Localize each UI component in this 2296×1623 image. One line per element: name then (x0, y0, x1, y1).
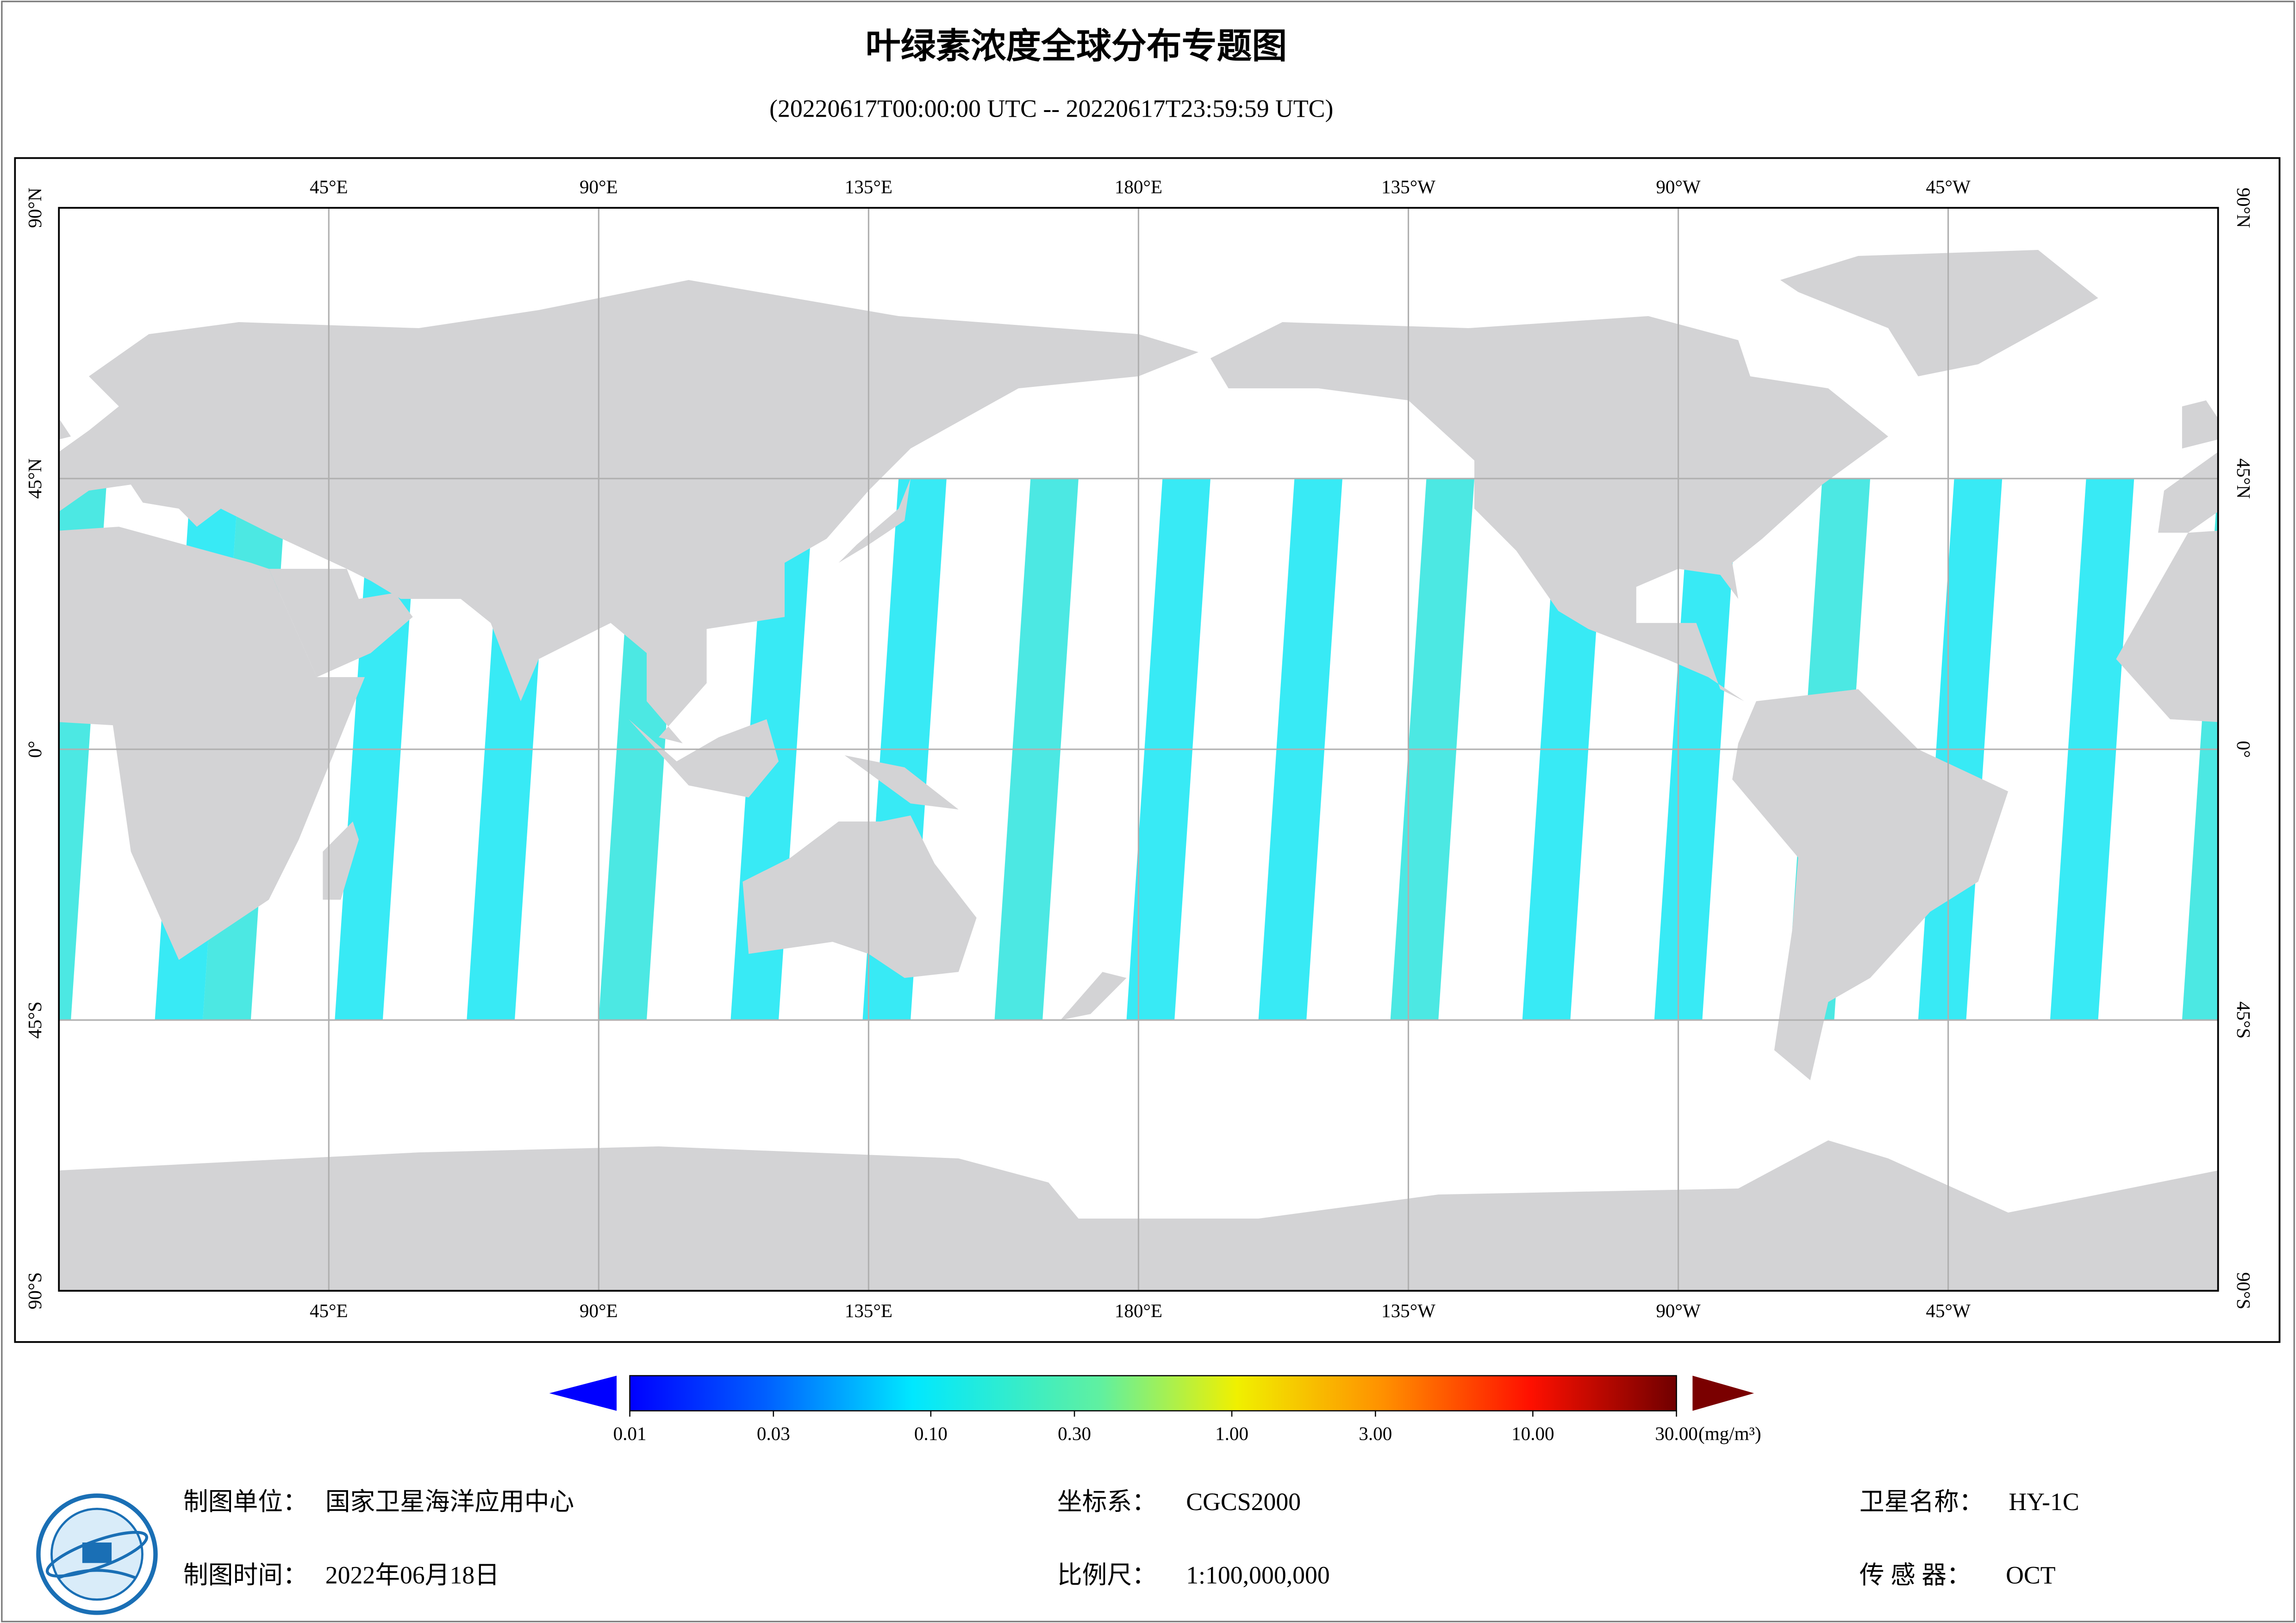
lat-label-right: 0° (2233, 741, 2254, 758)
land-mass (1061, 972, 1127, 1020)
colorbar-unit: (mg/m³) (1698, 1423, 1761, 1445)
map-neatline (14, 157, 2281, 1343)
map-subtitle: (20220617T00:00:00 UTC -- 20220617T23:59… (769, 95, 1333, 123)
org-label: 制图单位： (183, 1488, 308, 1516)
logo (36, 1493, 158, 1615)
lon-label-top: 180°E (1115, 176, 1162, 197)
lon-label-bottom: 135°W (1381, 1300, 1435, 1321)
org-value: 国家卫星海洋应用中心 (325, 1488, 574, 1516)
colorbar-tick-label: 0.10 (914, 1423, 948, 1444)
land-mass (59, 280, 1199, 744)
date-value: 2022年06月18日 (325, 1561, 499, 1589)
lat-label-left: 45°S (24, 1001, 45, 1038)
crs-label: 坐标系： (1057, 1488, 1157, 1516)
colorbar-ticks: 0.01 0.03 0.10 0.30 1.00 3.00 10.00 30.00 (613, 1411, 1698, 1444)
scale-label: 比例尺： (1057, 1561, 1157, 1589)
land-mass (59, 527, 365, 960)
land-mass (2182, 400, 2218, 449)
lon-label-bottom: 45°E (310, 1300, 348, 1321)
colorbar-tick-label: 1.00 (1215, 1423, 1248, 1444)
land-mass (1732, 689, 2009, 1081)
colorbar-high-arrow (1692, 1375, 1754, 1411)
land-mass (2116, 530, 2218, 722)
lat-label-right: 45°S (2233, 1001, 2254, 1038)
lon-label-top: 45°W (1926, 176, 1971, 197)
sensor-label: 传 感 器： (1859, 1561, 1972, 1589)
scale-value: 1:100,000,000 (1186, 1561, 1330, 1589)
lon-label-bottom: 135°E (845, 1300, 892, 1321)
land-mass (323, 821, 359, 900)
graticule-labels: 45°E 45°E 90°E 90°E 135°E 135°E 180°E 180°E 135°… (24, 176, 2254, 1321)
lon-label-top: 90°W (1656, 176, 1701, 197)
colorbar-tick-label: 3.00 (1359, 1423, 1392, 1444)
chlorophyll-swath (2182, 479, 2218, 1020)
satellite-label: 卫星名称： (1859, 1488, 1984, 1516)
land-mass (1780, 250, 2098, 377)
map-body (59, 208, 2218, 1291)
lon-label-bottom: 90°E (580, 1300, 618, 1321)
sensor-value: OCT (2006, 1561, 2056, 1589)
date-label: 制图时间： (183, 1561, 308, 1589)
lon-label-top: 90°E (580, 176, 618, 197)
lat-label-right: 90°S (2233, 1272, 2254, 1309)
land-mass (1210, 316, 1889, 702)
lat-label-left: 90°N (24, 187, 45, 228)
lon-label-bottom: 180°E (1115, 1300, 1162, 1321)
colorbar-tick-label: 0.01 (613, 1423, 647, 1444)
colorbar-low-arrow (549, 1375, 617, 1411)
colorbar-tick-label: 0.30 (1058, 1423, 1091, 1444)
land-mass (629, 719, 779, 798)
colorbar-tick-label: 30.00 (1655, 1423, 1697, 1444)
lat-label-left: 90°S (24, 1272, 45, 1309)
land-mass (59, 418, 71, 440)
land-mass (844, 755, 959, 810)
land-mass (2158, 452, 2218, 533)
lon-label-top: 135°E (845, 176, 892, 197)
lat-label-right: 45°N (2233, 458, 2254, 498)
satellite-value: HY-1C (2009, 1488, 2079, 1516)
lat-label-left: 45°N (24, 458, 45, 498)
lat-label-left: 0° (24, 741, 45, 758)
crs-value: CGCS2000 (1186, 1488, 1301, 1516)
land-mass (838, 479, 911, 563)
lon-label-bottom: 90°W (1656, 1300, 1701, 1321)
land-mass (268, 569, 413, 678)
lon-label-top: 135°W (1381, 176, 1435, 197)
land-mass (742, 815, 977, 978)
lon-label-top: 45°E (310, 176, 348, 197)
map-frame (58, 207, 2219, 1292)
lon-label-bottom: 45°W (1926, 1300, 1971, 1321)
colorbar-tick-label: 0.03 (757, 1423, 790, 1444)
colorbar (629, 1375, 1677, 1412)
map-title: 叶绿素浓度全球分布专题图 (866, 25, 1287, 66)
lat-label-right: 90°N (2233, 187, 2254, 228)
colorbar-tick-label: 10.00 (1511, 1423, 1554, 1444)
